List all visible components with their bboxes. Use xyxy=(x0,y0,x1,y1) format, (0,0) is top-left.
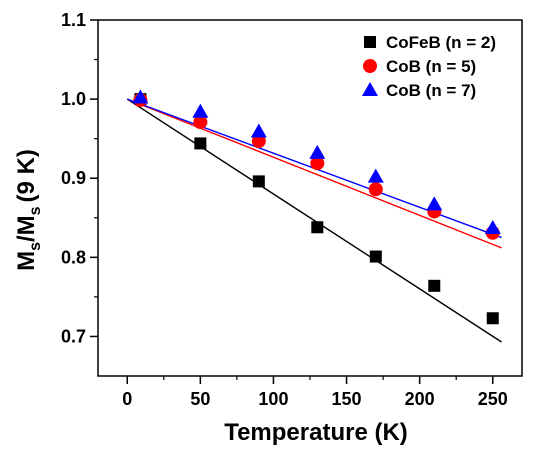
y-axis-title: Ms/Ms(9 K) xyxy=(13,149,44,271)
legend-marker xyxy=(364,36,376,48)
legend-label: CoB (n = 7) xyxy=(386,81,476,100)
x-tick-label: 0 xyxy=(122,389,132,409)
data-point xyxy=(367,168,384,183)
data-point xyxy=(192,103,209,118)
fit-line xyxy=(126,98,502,343)
y-tick-label: 0.9 xyxy=(61,168,86,188)
data-point xyxy=(132,89,149,104)
legend-label: CoFeB (n = 2) xyxy=(386,33,496,52)
y-axis-ticks: 0.7 0.8 0.9 1.0 1.1 xyxy=(61,10,98,346)
fit-line xyxy=(126,98,502,249)
data-point xyxy=(194,137,207,150)
y-tick-label: 1.0 xyxy=(61,89,86,109)
data-point xyxy=(369,250,382,263)
data-points xyxy=(132,89,501,325)
fit-lines xyxy=(126,98,502,343)
x-tick-label: 250 xyxy=(478,389,508,409)
data-point xyxy=(484,220,501,235)
legend-label: CoB (n = 5) xyxy=(386,57,476,76)
y-tick-label: 1.1 xyxy=(61,10,86,30)
data-point xyxy=(193,115,208,130)
data-point xyxy=(252,175,265,188)
data-point xyxy=(368,182,383,197)
data-point xyxy=(310,156,325,171)
x-axis-ticks: 0 50 100 150 200 250 xyxy=(122,376,508,409)
data-point xyxy=(309,144,326,159)
y-tick-label: 0.8 xyxy=(61,247,86,267)
data-point xyxy=(486,312,499,325)
data-point xyxy=(311,221,324,234)
y-tick-label: 0.7 xyxy=(61,326,86,346)
x-tick-label: 100 xyxy=(258,389,288,409)
legend: CoFeB (n = 2) CoB (n = 5) CoB (n = 7) xyxy=(362,33,496,100)
legend-marker xyxy=(362,82,378,96)
legend-marker xyxy=(363,59,377,73)
data-point xyxy=(426,196,443,211)
x-tick-label: 150 xyxy=(332,389,362,409)
data-point xyxy=(428,279,441,292)
x-tick-label: 200 xyxy=(405,389,435,409)
x-tick-label: 50 xyxy=(190,389,210,409)
data-point xyxy=(250,123,267,138)
x-axis-title: Temperature (K) xyxy=(224,419,408,446)
